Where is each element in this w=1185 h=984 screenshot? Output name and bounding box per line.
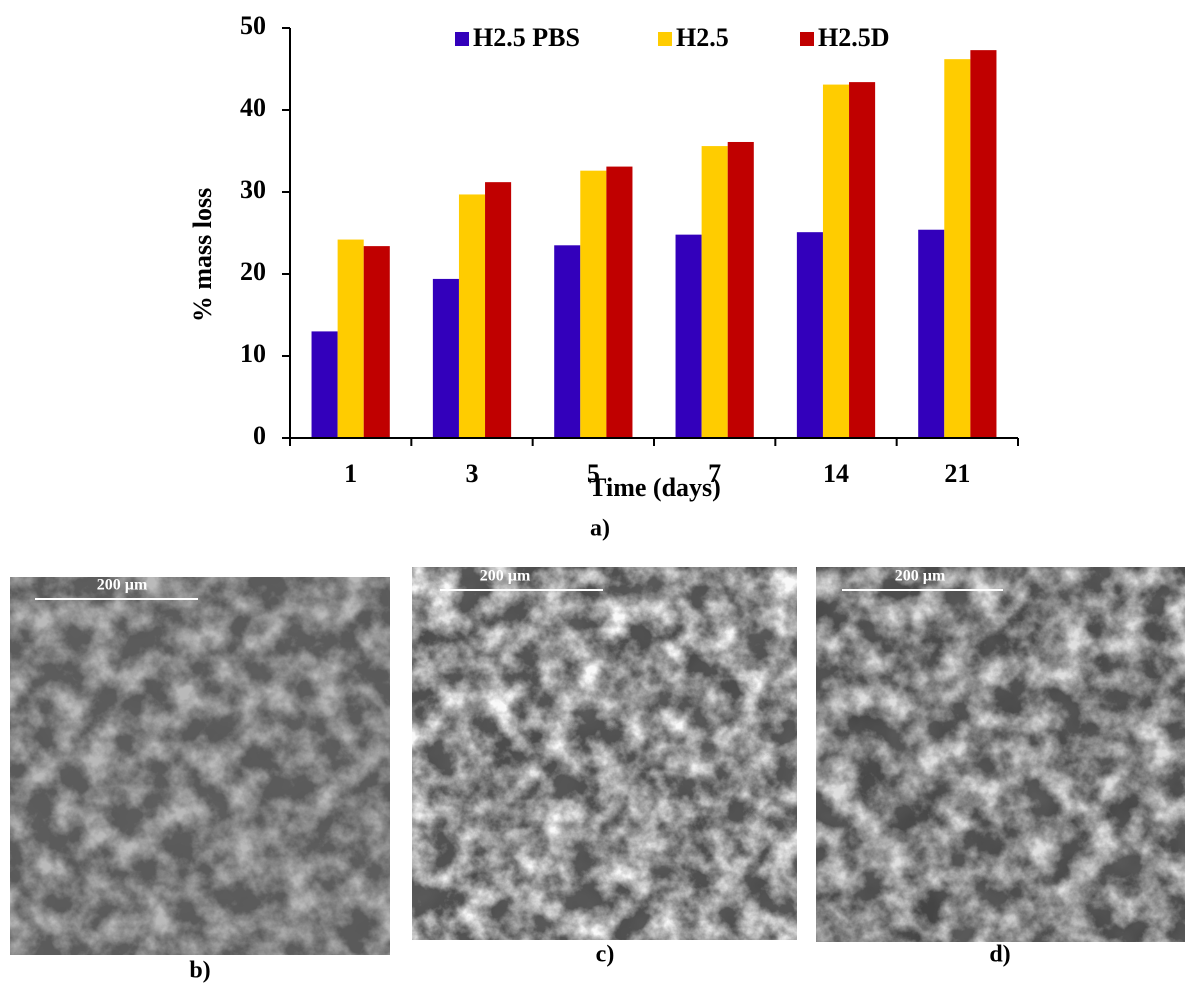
scale-bar-label: 200 µm bbox=[480, 568, 531, 585]
bar bbox=[337, 239, 364, 438]
sem-texture bbox=[816, 567, 1185, 942]
bar bbox=[822, 84, 850, 438]
y-tick-label: 20 bbox=[240, 257, 266, 286]
legend-swatch bbox=[658, 32, 672, 46]
bar bbox=[458, 194, 486, 438]
bar bbox=[432, 278, 459, 438]
bar bbox=[727, 141, 754, 439]
x-tick-label: 7 bbox=[708, 459, 721, 488]
bar bbox=[796, 232, 823, 438]
x-tick-label: 21 bbox=[944, 459, 970, 488]
panel-c: 200 µm c) bbox=[412, 567, 797, 968]
bar bbox=[849, 82, 876, 439]
sem-texture bbox=[412, 567, 797, 940]
bar bbox=[918, 229, 945, 438]
panel-label: a) bbox=[590, 516, 610, 542]
bar bbox=[554, 245, 581, 438]
legend-label: H2.5 PBS bbox=[473, 23, 580, 52]
x-axis-label: Time (days) bbox=[589, 473, 721, 502]
bar bbox=[311, 331, 338, 438]
y-tick-label: 0 bbox=[253, 421, 266, 450]
panel-b: 200 µm b) bbox=[10, 577, 390, 984]
panel-label: c) bbox=[596, 942, 615, 968]
y-tick-label: 30 bbox=[240, 175, 266, 204]
y-tick-label: 10 bbox=[240, 339, 266, 368]
bar bbox=[701, 146, 728, 438]
panel-d: 200 µm d) bbox=[816, 567, 1185, 968]
legend-label: H2.5D bbox=[818, 23, 890, 52]
bar bbox=[675, 234, 702, 438]
legend-label: H2.5 bbox=[676, 23, 729, 52]
bar bbox=[485, 182, 512, 438]
bar bbox=[580, 170, 607, 438]
x-tick-label: 5 bbox=[587, 459, 600, 488]
bar bbox=[363, 246, 390, 438]
y-tick-label: 50 bbox=[240, 11, 266, 40]
y-tick-label: 40 bbox=[240, 93, 266, 122]
panel-label: d) bbox=[989, 942, 1010, 968]
y-axis-label: % mass loss bbox=[188, 188, 217, 322]
x-tick-label: 14 bbox=[823, 459, 849, 488]
sem-texture bbox=[10, 577, 390, 955]
scale-bar-label: 200 µm bbox=[97, 577, 148, 594]
legend-swatch bbox=[455, 32, 469, 46]
scale-bar-label: 200 µm bbox=[895, 568, 946, 585]
x-tick-label: 1 bbox=[344, 459, 357, 488]
x-tick-label: 3 bbox=[466, 459, 479, 488]
panel-label: b) bbox=[189, 958, 210, 984]
bar bbox=[606, 166, 633, 438]
bar bbox=[970, 50, 997, 438]
legend-swatch bbox=[800, 32, 814, 46]
bar bbox=[944, 59, 971, 438]
